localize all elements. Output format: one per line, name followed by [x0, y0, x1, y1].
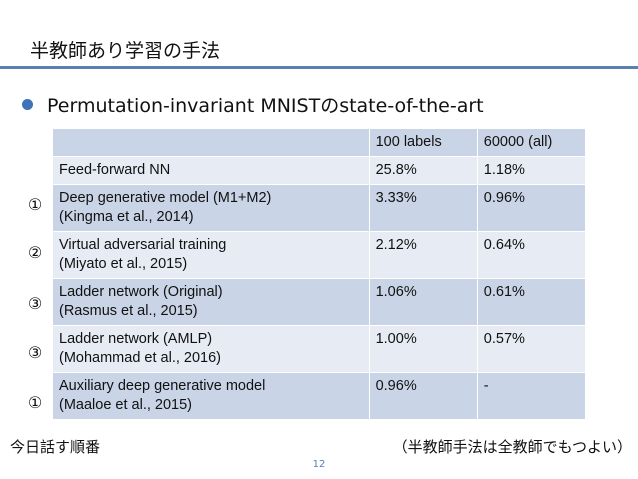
model-name: Auxiliary deep generative model	[59, 378, 266, 394]
order-marker: ③	[27, 294, 43, 313]
header-cell-all-labels: 60000 (all)	[476, 128, 587, 157]
model-name: Ladder network (AMLP)	[59, 331, 213, 347]
order-marker: ①	[27, 195, 43, 214]
value-cell-all-labels: 0.96%	[476, 184, 587, 232]
model-name: Virtual adversarial training	[59, 237, 227, 253]
value-cell-100-labels: 25.8%	[368, 156, 478, 185]
order-marker: ②	[27, 243, 43, 262]
value-cell-100-labels: 3.33%	[368, 184, 478, 232]
table-row: Ladder network (AMLP) (Mohammad et al., 2…	[52, 325, 587, 373]
value-cell-100-labels: 2.12%	[368, 231, 478, 279]
value-cell-all-labels: 0.64%	[476, 231, 587, 279]
footer-note-right: （半教師手法は全教師でもつよい）	[392, 438, 632, 456]
model-cell: Feed-forward NN	[52, 156, 370, 185]
model-cell: Deep generative model (M1+M2) (Kingma et …	[52, 184, 370, 232]
slide-title: 半教師あり学習の手法	[30, 40, 221, 62]
model-cell: Ladder network (Original) (Rasmus et al.,…	[52, 278, 370, 326]
model-citation: (Kingma et al., 2014)	[59, 209, 194, 225]
model-cell: Auxiliary deep generative model (Maaloe e…	[52, 372, 370, 420]
model-name: Deep generative model (M1+M2)	[59, 190, 272, 206]
page-number: 12	[312, 459, 326, 470]
value-cell-all-labels: -	[476, 372, 587, 420]
model-name: Feed-forward NN	[59, 162, 171, 178]
bullet-dot-icon	[22, 98, 33, 110]
footer-note-left: 今日話す順番	[10, 438, 101, 456]
results-table: 100 labels 60000 (all) Feed-forward NN 2…	[52, 128, 587, 420]
value-cell-all-labels: 1.18%	[476, 156, 587, 185]
order-marker: ③	[27, 343, 43, 362]
table-row: Ladder network (Original) (Rasmus et al.,…	[52, 278, 587, 326]
value-cell-100-labels: 1.00%	[368, 325, 478, 373]
bullet-item: Permutation-invariant MNISTのstate-of-the…	[22, 92, 484, 117]
title-divider	[0, 66, 638, 69]
table-row: Auxiliary deep generative model (Maaloe e…	[52, 372, 587, 420]
order-marker: ①	[27, 393, 43, 412]
table-row: Deep generative model (M1+M2) (Kingma et …	[52, 184, 587, 232]
model-citation: (Mohammad et al., 2016)	[59, 350, 221, 366]
header-cell-model	[52, 128, 370, 157]
table-row: Feed-forward NN 25.8% 1.18%	[52, 156, 587, 185]
model-citation: (Rasmus et al., 2015)	[59, 303, 198, 319]
value-cell-100-labels: 1.06%	[368, 278, 478, 326]
value-cell-all-labels: 0.57%	[476, 325, 587, 373]
header-cell-100-labels: 100 labels	[368, 128, 478, 157]
value-cell-100-labels: 0.96%	[368, 372, 478, 420]
model-cell: Virtual adversarial training (Miyato et a…	[52, 231, 370, 279]
value-cell-all-labels: 0.61%	[476, 278, 587, 326]
table-row: Virtual adversarial training (Miyato et a…	[52, 231, 587, 279]
model-cell: Ladder network (AMLP) (Mohammad et al., 2…	[52, 325, 370, 373]
bullet-text: Permutation-invariant MNISTのstate-of-the…	[47, 94, 484, 117]
model-name: Ladder network (Original)	[59, 284, 223, 300]
model-citation: (Miyato et al., 2015)	[59, 256, 188, 272]
model-citation: (Maaloe et al., 2015)	[59, 397, 192, 413]
table-header-row: 100 labels 60000 (all)	[52, 128, 587, 157]
